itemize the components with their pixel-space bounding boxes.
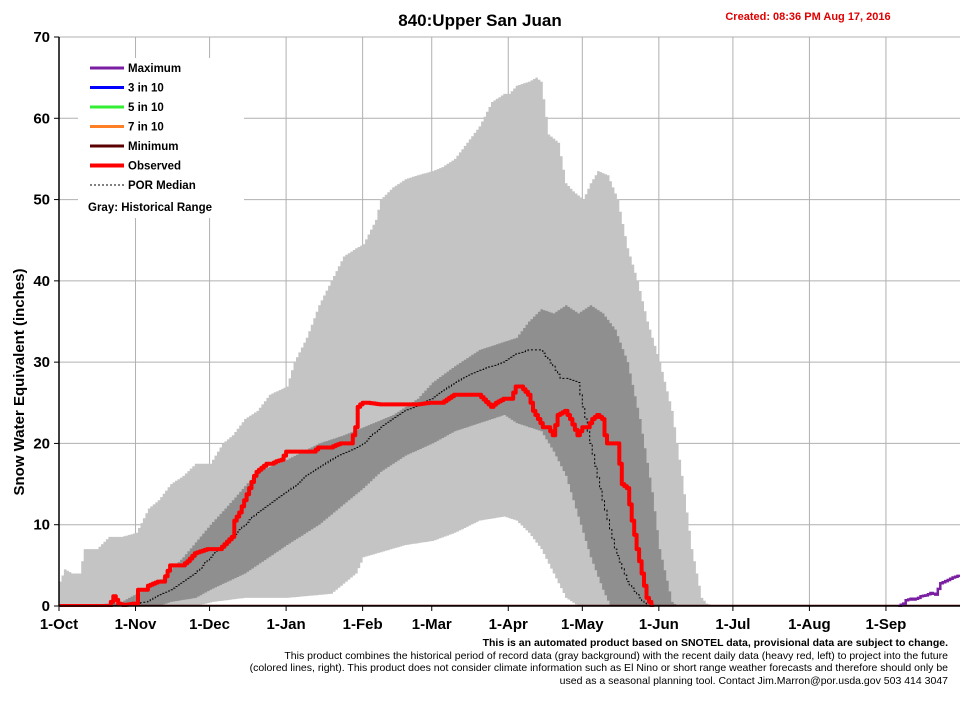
x-tick-label: 1-Jul: [715, 616, 750, 633]
x-tick-label: 1-Aug: [788, 616, 831, 633]
legend-label: POR Median: [128, 180, 196, 192]
created-timestamp: Created: 08:36 PM Aug 17, 2016: [725, 11, 890, 23]
historical-minimum-area: [59, 516, 580, 606]
y-tick-label: 30: [33, 354, 50, 371]
x-tick-label: 1-Nov: [115, 616, 157, 633]
y-tick-label: 20: [33, 435, 50, 452]
y-tick-label: 10: [33, 517, 50, 534]
legend-entry-median: POR Median: [90, 180, 196, 192]
x-tick-label: 1-Dec: [189, 616, 230, 633]
x-tick-label: 1-May: [561, 616, 604, 633]
footnote-disclaimer: This is an automated product based on SN…: [482, 637, 948, 649]
y-axis-label: Snow Water Equivalent (inches): [11, 269, 28, 496]
axes: [54, 36, 960, 611]
footnote-description: This product combines the historical per…: [249, 649, 948, 687]
legend-entry-three-in-ten: 3 in 10: [90, 83, 164, 95]
projection-maximum-line: [898, 574, 960, 607]
legend-label: 3 in 10: [128, 83, 164, 95]
y-tick-label: 40: [33, 273, 50, 290]
x-tick-labels: 1-Oct 1-Nov 1-Dec 1-Jan 1-Feb 1-Mar 1-Apr 1-May…: [40, 616, 907, 633]
historical-range-outer: [59, 77, 716, 607]
x-tick-label: 1-Apr: [489, 616, 528, 633]
y-tick-label: 50: [33, 192, 50, 209]
legend-entry-five-in-ten: 5 in 10: [90, 102, 164, 114]
legend-label: 5 in 10: [128, 102, 164, 114]
legend-entry-maximum: Maximum: [90, 63, 181, 75]
historical-range-inner: [59, 305, 679, 606]
legend-gray-note: Gray: Historical Range: [88, 202, 212, 214]
x-tick-label: 1-Jun: [639, 616, 679, 633]
historical-range-bands: [59, 77, 716, 607]
x-tick-label: 1-Sep: [866, 616, 907, 633]
observed-line: [59, 384, 654, 607]
x-tick-label: 1-Mar: [412, 616, 452, 633]
x-tick-label: 1-Feb: [343, 616, 383, 633]
y-tick-labels: 0 10 20 30 40 50 60 70: [33, 29, 50, 615]
legend-entry-seven-in-ten: 7 in 10: [90, 122, 164, 134]
legend: Maximum 3 in 10 5 in 10 7 in 10 Minimum Obser…: [78, 58, 244, 218]
legend-label: Maximum: [128, 63, 181, 75]
y-tick-label: 0: [42, 598, 50, 615]
legend-entry-observed: Observed: [90, 161, 181, 173]
x-tick-label: 1-Jan: [267, 616, 306, 633]
chart-title: 840:Upper San Juan: [398, 11, 561, 30]
legend-label: 7 in 10: [128, 122, 164, 134]
footnote: This is an automated product based on SN…: [248, 637, 948, 687]
x-tick-label: 1-Oct: [40, 616, 78, 633]
legend-label: Observed: [128, 161, 181, 173]
legend-label: Minimum: [128, 141, 178, 153]
y-tick-label: 60: [33, 110, 50, 127]
legend-box: [78, 58, 244, 218]
legend-entry-minimum: Minimum: [90, 141, 178, 153]
y-tick-label: 70: [33, 29, 50, 46]
